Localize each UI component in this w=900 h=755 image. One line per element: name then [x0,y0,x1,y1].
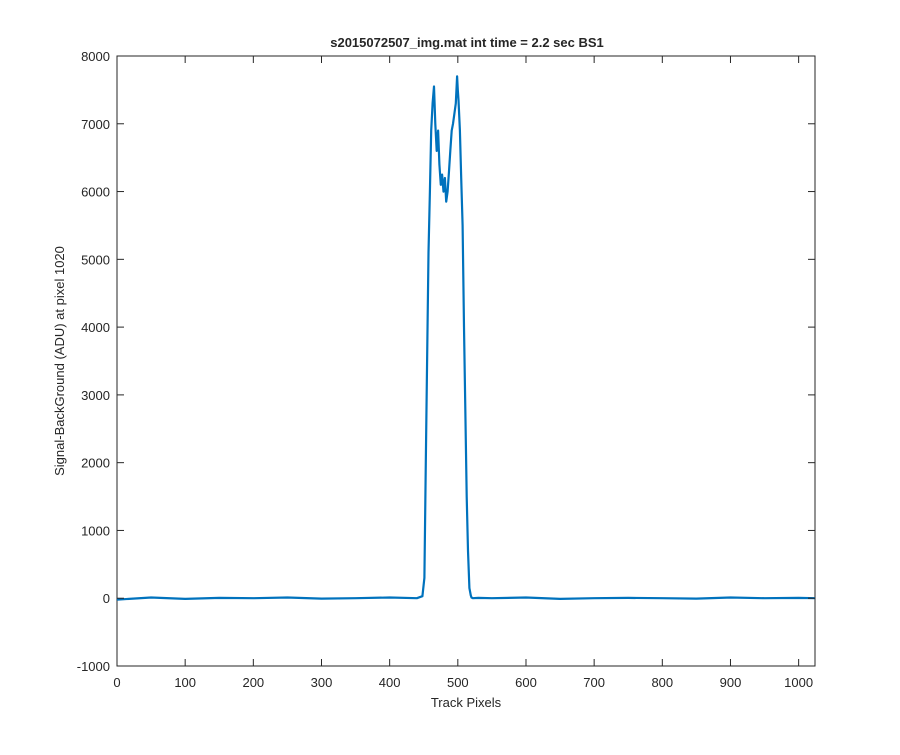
axes-box [116,55,816,667]
series-line-0 [116,75,816,601]
y-tick-label: 4000 [81,320,110,335]
x-tick-label: 1000 [784,675,813,690]
x-axis-label: Track Pixels [431,695,502,710]
y-tick-label: 3000 [81,388,110,403]
x-tick-label: 400 [379,675,401,690]
chart-title: s2015072507_img.mat int time = 2.2 sec B… [330,35,604,50]
x-tick-label: 100 [174,675,196,690]
y-tick-label: 2000 [81,456,110,471]
x-tick-label: 500 [447,675,469,690]
x-tick-label: 700 [583,675,605,690]
y-tick-label: 5000 [81,252,110,267]
y-tick-label: -1000 [77,659,110,674]
axis-ticks: 0 100 200 300 400 500 600 700 800 900 1000-1000010… [77,49,815,690]
x-tick-label: 0 [113,675,120,690]
y-tick-label: 7000 [81,117,110,132]
y-axis-label: Signal-BackGround (ADU) at pixel 1020 [52,246,67,476]
x-tick-label: 800 [651,675,673,690]
y-tick-label: 6000 [81,185,110,200]
x-tick-label: 300 [311,675,333,690]
y-tick-label: 1000 [81,523,110,538]
y-tick-label: 0 [103,591,110,606]
x-tick-label: 900 [720,675,742,690]
y-tick-label: 8000 [81,49,110,64]
plot-area [116,55,816,667]
x-tick-label: 600 [515,675,537,690]
x-tick-label: 200 [242,675,264,690]
